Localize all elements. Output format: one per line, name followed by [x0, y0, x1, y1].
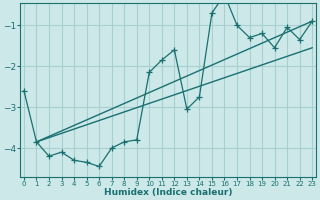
X-axis label: Humidex (Indice chaleur): Humidex (Indice chaleur): [104, 188, 232, 197]
